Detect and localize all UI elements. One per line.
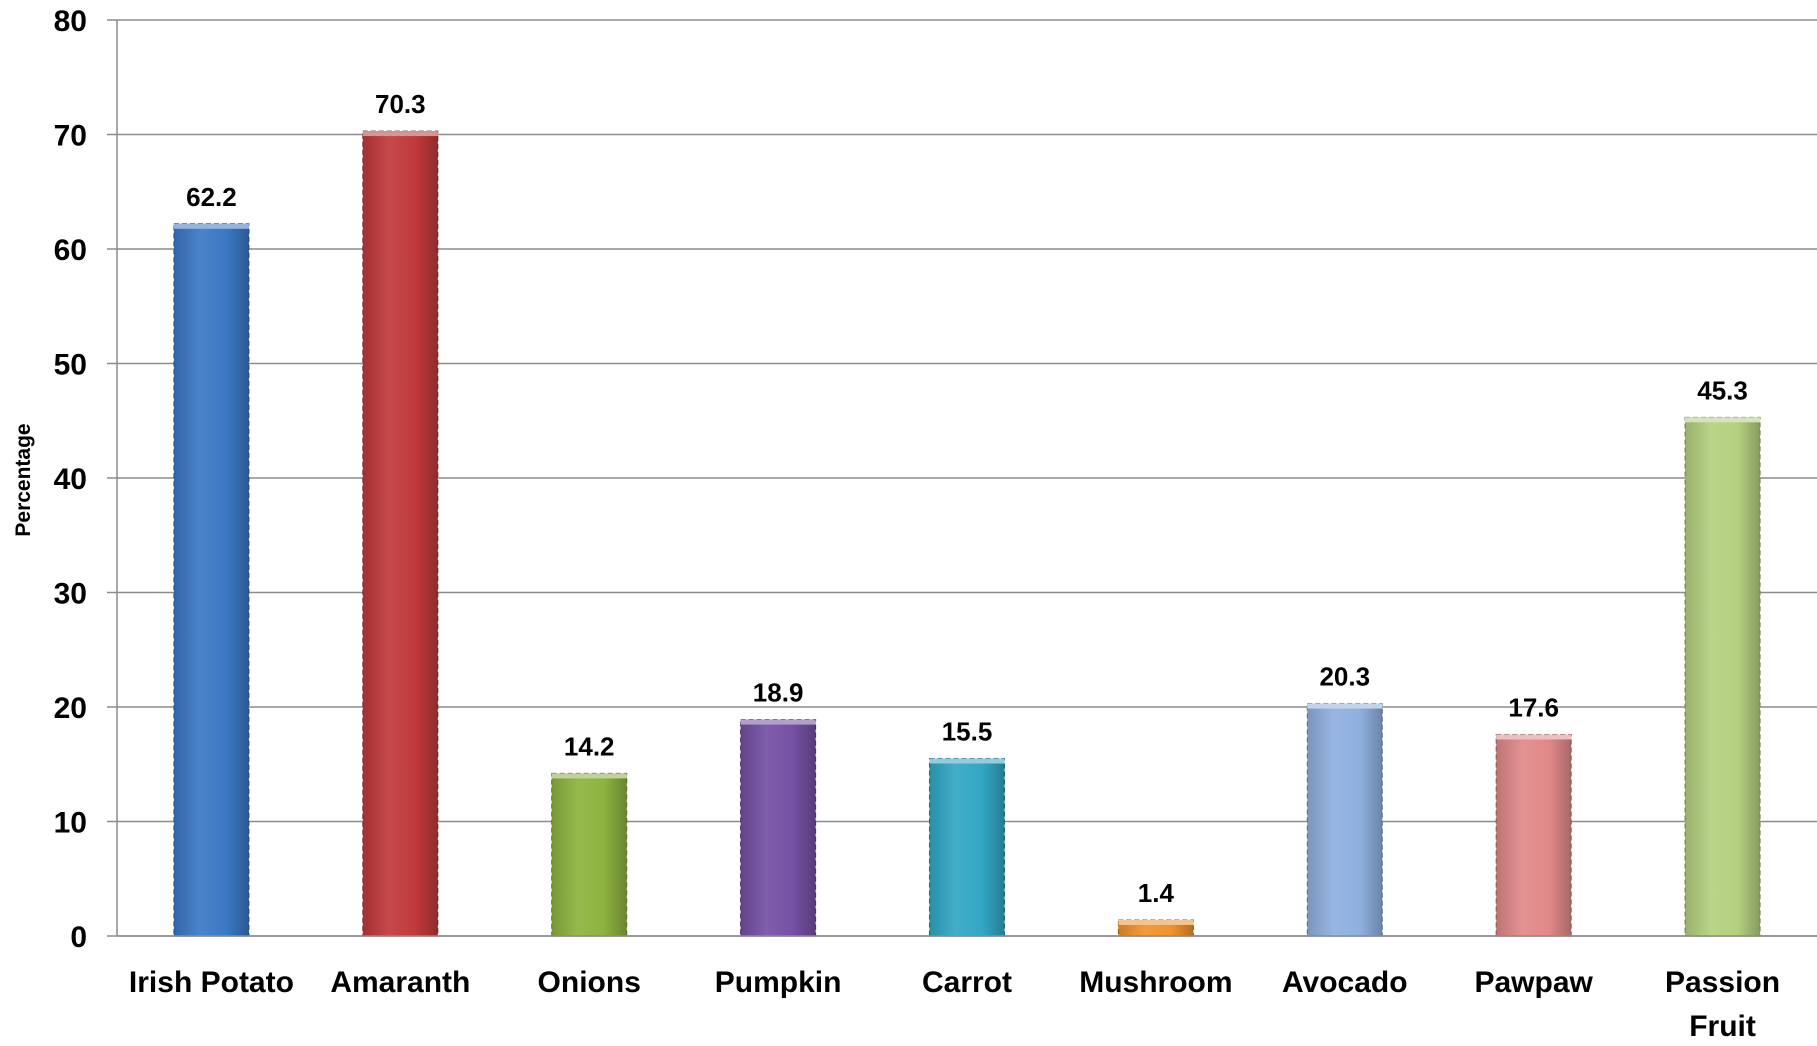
axes bbox=[116, 20, 1817, 937]
y-axis-ticks: 0 10 20 30 40 50 60 70 80 bbox=[54, 5, 117, 954]
bar-avocado bbox=[1306, 703, 1383, 937]
bar-highlight bbox=[173, 223, 249, 229]
x-category-label: Carrot bbox=[922, 966, 1012, 999]
y-tick-label: 20 bbox=[54, 692, 87, 725]
x-category-label: Mushroom bbox=[1079, 966, 1232, 999]
data-labels: 62.2 70.3 14.2 18.9 15.5 1.4 20.3 17.6 45.3 bbox=[186, 89, 1748, 908]
bar-highlight bbox=[1307, 703, 1383, 709]
x-category-label: Pumpkin bbox=[715, 966, 842, 999]
x-category-label: Onions bbox=[538, 966, 641, 999]
bar-pumpkin bbox=[740, 719, 817, 937]
bar-onions bbox=[551, 772, 628, 937]
y-tick-label: 50 bbox=[54, 349, 87, 382]
x-axis-categories: Irish Potato Amaranth Onions Pumpkin Carrot M… bbox=[129, 966, 1780, 1043]
data-label: 70.3 bbox=[375, 89, 426, 119]
data-label: 17.6 bbox=[1508, 692, 1559, 722]
bar-highlight bbox=[551, 773, 627, 779]
bar-carrot bbox=[929, 758, 1005, 937]
bar-highlight bbox=[1685, 417, 1761, 423]
bar-highlight bbox=[362, 131, 438, 137]
y-axis-title: Percentage bbox=[12, 423, 35, 536]
x-category-label: Passion bbox=[1665, 966, 1780, 999]
y-tick-label: 60 bbox=[54, 234, 87, 267]
data-label: 18.9 bbox=[753, 678, 804, 708]
x-category-label: Amaranth bbox=[330, 966, 470, 999]
x-category-label: Fruit bbox=[1689, 1010, 1756, 1043]
bar-pawpaw bbox=[1495, 733, 1572, 937]
y-tick-label: 40 bbox=[54, 463, 87, 496]
y-tick-label: 0 bbox=[70, 921, 87, 954]
bar-highlight bbox=[929, 758, 1005, 764]
bar-highlight bbox=[1118, 919, 1194, 925]
y-tick-label: 70 bbox=[54, 120, 87, 153]
bar-amaranth bbox=[362, 130, 439, 937]
x-category-label: Avocado bbox=[1282, 966, 1408, 999]
data-label: 14.2 bbox=[564, 731, 615, 761]
bar-highlight bbox=[1496, 734, 1572, 740]
y-tick-label: 80 bbox=[54, 5, 87, 38]
data-label: 15.5 bbox=[942, 717, 993, 747]
x-category-label: Pawpaw bbox=[1474, 966, 1593, 999]
data-label: 1.4 bbox=[1138, 878, 1175, 908]
bar-passion-fruit bbox=[1684, 416, 1761, 937]
data-label: 20.3 bbox=[1319, 662, 1370, 692]
bar-highlight bbox=[740, 719, 816, 725]
y-tick-label: 10 bbox=[54, 807, 87, 840]
y-tick-label: 30 bbox=[54, 578, 87, 611]
data-label: 45.3 bbox=[1697, 375, 1748, 405]
bar-irish-potato bbox=[173, 223, 250, 937]
x-category-label: Irish Potato bbox=[129, 966, 294, 999]
bars bbox=[173, 130, 1761, 937]
data-label: 62.2 bbox=[186, 182, 237, 212]
